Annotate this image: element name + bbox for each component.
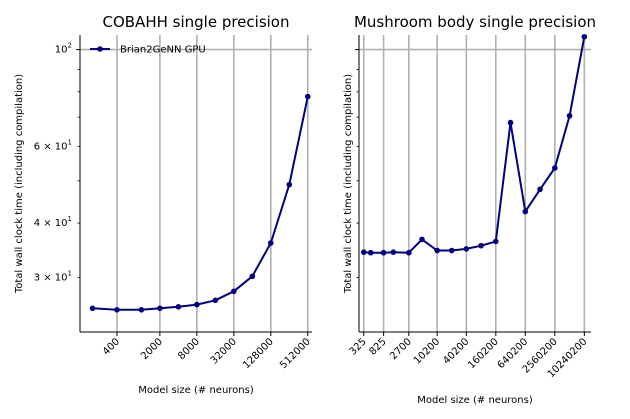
y-tick-label: 102 xyxy=(55,42,72,56)
data-point xyxy=(367,249,374,256)
data-point xyxy=(522,208,529,215)
data-point xyxy=(537,186,543,193)
data-point xyxy=(463,246,470,252)
data-point xyxy=(175,304,182,310)
data-point xyxy=(406,249,412,256)
data-point xyxy=(138,306,145,313)
data-point xyxy=(157,305,163,312)
data-point xyxy=(478,242,484,249)
data-point xyxy=(419,236,425,243)
x-tick-label: 2700 xyxy=(388,336,414,362)
x-tick-label: 32000 xyxy=(209,336,239,366)
data-point xyxy=(448,247,455,254)
data-point xyxy=(566,112,573,119)
x-tick-label: 160200 xyxy=(466,336,501,371)
x-tick-label: 128000 xyxy=(241,336,276,371)
y-axis-label: Total wall clock time (including compila… xyxy=(343,74,354,294)
data-point xyxy=(507,119,514,126)
data-point xyxy=(249,273,256,280)
y-axis-label: Total wall clock time (including compila… xyxy=(14,74,25,294)
data-point xyxy=(89,305,96,312)
series-line xyxy=(363,36,586,254)
data-point xyxy=(581,33,588,40)
data-point xyxy=(231,288,237,295)
y-tick-label: 3 × 101 xyxy=(34,270,72,284)
chart-title: COBAHH single precision xyxy=(102,13,289,31)
x-axis-label: Model size (# neurons) xyxy=(138,385,254,396)
series-line xyxy=(92,96,309,311)
x-tick-label: 512000 xyxy=(278,336,313,371)
x-tick-label: 825 xyxy=(367,336,388,357)
cobahh-chart: 102 6 × 101 4 × 101 3 × 101 400 2000 8000 32000… xyxy=(14,13,313,396)
data-point xyxy=(212,297,219,304)
data-point xyxy=(434,247,440,254)
data-point xyxy=(492,238,499,245)
x-tick-label: 10200 xyxy=(412,336,442,366)
data-point xyxy=(380,249,387,256)
y-tick-label: 6 × 101 xyxy=(34,138,72,152)
data-point xyxy=(390,249,397,255)
x-tick-label: 325 xyxy=(348,336,369,357)
legend-marker xyxy=(97,46,103,52)
x-axis-label: Model size (# neurons) xyxy=(417,395,533,406)
y-tick-label: 4 × 101 xyxy=(34,215,72,229)
x-tick-label: 400 xyxy=(101,336,122,357)
data-point xyxy=(114,306,120,313)
x-tick-label: 2000 xyxy=(139,336,165,362)
data-point xyxy=(194,301,200,308)
data-point xyxy=(304,93,311,100)
chart-title: Mushroom body single precision xyxy=(354,13,596,31)
data-point xyxy=(268,240,274,246)
legend-label: Brian2GeNN GPU xyxy=(120,45,206,56)
x-tick-label: 8000 xyxy=(176,336,202,362)
data-point xyxy=(552,165,558,171)
data-point xyxy=(360,249,367,255)
data-point xyxy=(286,181,293,188)
